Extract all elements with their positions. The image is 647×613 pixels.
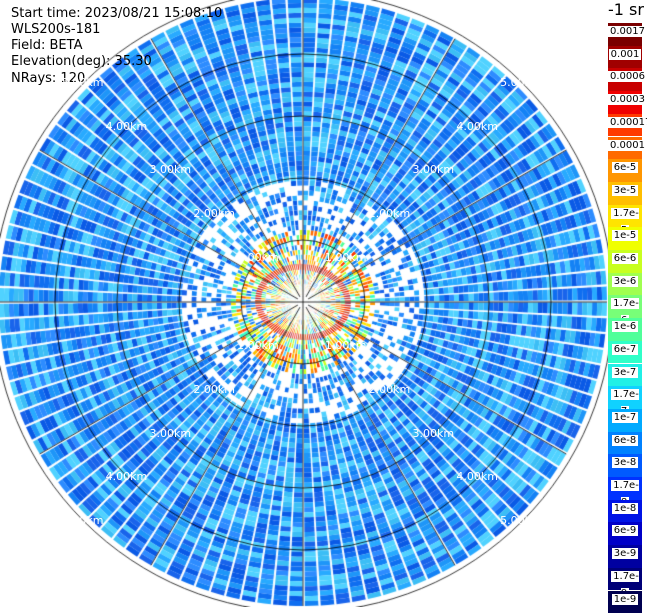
colorbar-cell: 1e-6 — [608, 318, 642, 341]
range-ring-label: 3.00km — [149, 427, 191, 440]
start-time-label: Start time: 2023/08/21 15:08:10 — [11, 6, 222, 22]
colorbar-label: 6e-8 — [612, 435, 639, 446]
colorbar-cell: 0.0017 — [608, 23, 642, 46]
colorbar-cell: 1.7e-5 — [608, 205, 642, 228]
colorbar-cell: 1e-9 — [608, 591, 642, 613]
colorbar-cell: 1e-8 — [608, 500, 642, 523]
colorbar-cell: 3e-8 — [608, 454, 642, 477]
colorbar-label: 0.001 — [609, 49, 642, 60]
range-ring-label: 3.00km — [149, 163, 191, 176]
instrument-label: WLS200s-181 — [11, 22, 100, 38]
colorbar-label: 0.0006 — [608, 71, 647, 82]
range-ring-label: 5.00km — [500, 76, 542, 89]
colorbar-units: -1 sr — [608, 0, 644, 19]
colorbar-cell: 6e-5 — [608, 159, 642, 182]
colorbar-cell: 3e-9 — [608, 545, 642, 568]
colorbar-cell: 3e-7 — [608, 364, 642, 387]
colorbar-cell: 0.00017 — [608, 114, 642, 137]
colorbar-label: 3e-8 — [612, 457, 639, 468]
colorbar-cell: 0.0006 — [608, 68, 642, 91]
colorbar-cell: 6e-8 — [608, 432, 642, 455]
range-ring-label: 2.00km — [369, 207, 411, 220]
range-ring-label: 2.00km — [193, 207, 235, 220]
range-ring-label: 5.00km — [500, 514, 542, 527]
colorbar-cell: 1e-7 — [608, 409, 642, 432]
colorbar-label: 3e-5 — [612, 185, 639, 196]
range-ring-label: 4.00km — [456, 120, 498, 133]
colorbar-label: 6e-5 — [612, 162, 639, 173]
colorbar-label: 0.0017 — [608, 26, 647, 37]
range-ring-label: 2.00km — [369, 383, 411, 396]
colorbar-cell: 6e-7 — [608, 341, 642, 364]
colorbar-label: 3e-7 — [612, 367, 639, 378]
colorbar-label: 0.0003 — [608, 94, 647, 105]
colorbar-label: 0.0001 — [608, 140, 647, 151]
range-ring-label: 3.00km — [413, 427, 455, 440]
colorbar-cell: 3e-6 — [608, 273, 642, 296]
range-ring-label: 4.00km — [106, 470, 148, 483]
range-ring-label: 5.00km — [62, 76, 104, 89]
colorbar-cell: 0.0003 — [608, 91, 642, 114]
colorbar-cell: 0.0001 — [608, 137, 642, 160]
colorbar-cell: 6e-6 — [608, 250, 642, 273]
colorbar-cell: 6e-9 — [608, 522, 642, 545]
colorbar-label: 6e-9 — [612, 525, 639, 536]
range-ring-label: 4.00km — [106, 120, 148, 133]
colorbar-label: 1e-5 — [612, 230, 639, 241]
range-ring-label: 1.00km — [237, 339, 279, 352]
colorbar-cell: 0.001 — [608, 46, 642, 69]
range-ring-label: 5.00km — [62, 514, 104, 527]
field-label: Field: BETA — [11, 38, 82, 54]
colorbar-label: 1e-7 — [612, 412, 639, 423]
colorbar-cell: 3e-5 — [608, 182, 642, 205]
range-ring-label: 3.00km — [413, 163, 455, 176]
range-ring-label: 1.00km — [325, 251, 367, 264]
colorbar-label: 1e-9 — [612, 594, 639, 605]
range-ring-label: 1.00km — [237, 251, 279, 264]
range-ring-label: 1.00km — [325, 339, 367, 352]
colorbar-label: 1e-6 — [612, 321, 639, 332]
elevation-label: Elevation(deg): 35.30 — [11, 54, 152, 70]
range-ring-label: 4.00km — [456, 470, 498, 483]
colorbar-cell: 1.7e-9 — [608, 568, 642, 591]
colorbar-cell: 1e-5 — [608, 227, 642, 250]
colorbar-label: 6e-6 — [612, 253, 639, 264]
colorbar-cell: 1.7e-8 — [608, 477, 642, 500]
colorbar-label: 1e-8 — [612, 503, 639, 514]
colorbar-label: 3e-6 — [612, 276, 639, 287]
colorbar-cell: 1.7e-6 — [608, 295, 642, 318]
colorbar-cell: 1.7e-7 — [608, 386, 642, 409]
range-ring-label: 2.00km — [193, 383, 235, 396]
colorbar-label: 0.00017 — [608, 117, 647, 128]
colorbar-label: 6e-7 — [612, 344, 639, 355]
colorbar-label: 3e-9 — [612, 548, 639, 559]
